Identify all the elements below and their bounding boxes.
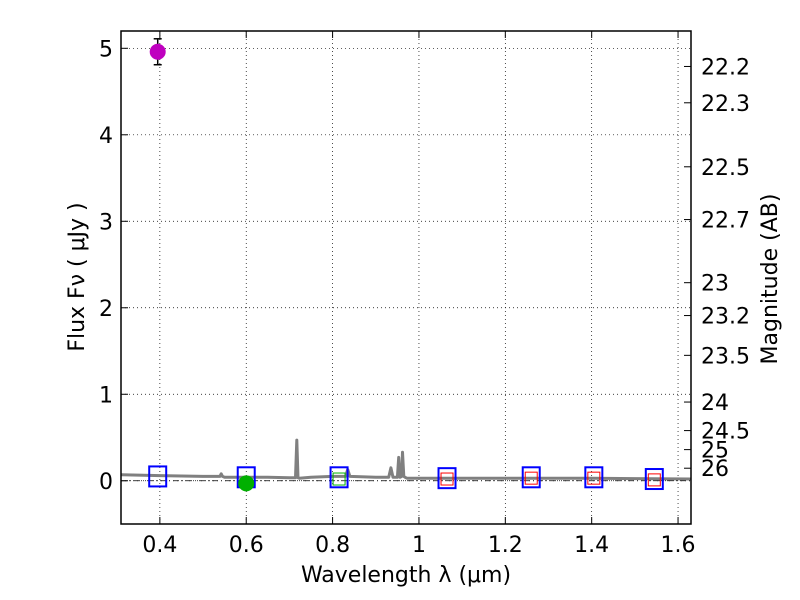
y2-tick-label: 22.5 [701, 156, 750, 181]
y-axis-label: Flux Fν ( μJy ) [65, 202, 90, 351]
x-tick-label: 1.2 [488, 533, 523, 558]
x-tick-label: 0.6 [229, 533, 264, 558]
y2-tick-label: 24 [701, 391, 729, 416]
x-tick-label: 1.4 [574, 533, 609, 558]
model-square-marker [148, 465, 168, 488]
y2-tick-label: 23.2 [701, 305, 750, 330]
model-square-marker [329, 466, 349, 489]
axis-ticks: 0.4 0.6 0.8 1 1.2 1.4 1.601234522.222.322.522.… [99, 31, 750, 558]
model-square-marker [584, 466, 604, 489]
plot-content [120, 38, 692, 492]
y2-tick-label: 23.5 [701, 344, 750, 369]
y-tick-label: 3 [99, 210, 113, 235]
y-tick-label: 5 [99, 37, 113, 62]
x-tick-label: 1 [412, 533, 426, 558]
model-square-marker [644, 468, 664, 491]
y2-tick-label: 24.5 [701, 420, 750, 445]
limit-square-marker [440, 472, 454, 486]
y2-tick-label: 22.2 [701, 55, 750, 80]
model-square-marker [521, 466, 541, 489]
y2-axis-label: Magnitude (AB) [758, 194, 783, 365]
x-axis-label: Wavelength λ (μm) [301, 563, 511, 588]
limit-square-marker [332, 472, 346, 486]
limit-square-marker [647, 473, 661, 487]
y2-tick-label: 22.3 [701, 92, 750, 117]
y2-tick-label: 23 [701, 272, 729, 297]
observed-point-marker [238, 475, 255, 492]
y-tick-label: 2 [99, 297, 113, 322]
model-square-marker [437, 467, 457, 490]
y2-tick-label: 25 [701, 439, 729, 464]
spectrum-line [120, 438, 692, 481]
plot-background [121, 31, 691, 524]
x-tick-label: 0.4 [142, 533, 177, 558]
y-tick-label: 1 [99, 383, 113, 408]
y-tick-label: 4 [99, 124, 113, 149]
limit-square-marker [524, 471, 538, 485]
x-tick-label: 0.8 [315, 533, 350, 558]
grid-lines [121, 31, 691, 524]
y-tick-label: 0 [99, 470, 113, 495]
y2-tick-label: 26 [701, 457, 729, 482]
observed-point-marker [149, 43, 166, 60]
x-tick-label: 1.6 [661, 533, 696, 558]
y2-tick-label: 22.7 [701, 209, 750, 234]
limit-square-marker [587, 471, 601, 485]
plot-frame [120, 30, 692, 525]
